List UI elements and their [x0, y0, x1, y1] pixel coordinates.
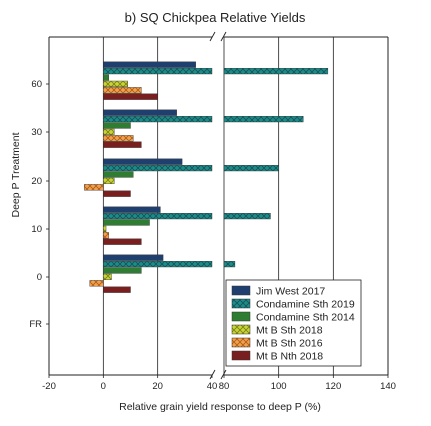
bar	[103, 135, 134, 142]
x-tick-label: 80	[219, 381, 230, 392]
bar	[223, 115, 304, 123]
bar	[103, 164, 213, 172]
bar	[103, 115, 213, 123]
bar	[89, 280, 104, 287]
x-tick-label: 20	[152, 381, 163, 392]
bar	[223, 212, 271, 220]
bar	[103, 122, 131, 129]
bar	[103, 238, 142, 245]
bar	[103, 225, 107, 233]
bar	[103, 273, 112, 281]
chart-title: b) SQ Chickpea Relative Yields	[125, 10, 306, 25]
bar	[103, 254, 164, 261]
bar	[103, 267, 142, 274]
x-tick-label: -20	[42, 381, 56, 392]
legend-label: Mt B Sth 2018	[256, 325, 323, 337]
legend-swatch	[231, 311, 251, 322]
bar	[223, 164, 279, 172]
legend-swatch	[231, 350, 251, 361]
legend-label: Mt B Nth 2018	[256, 351, 323, 363]
axis-break-mark	[220, 31, 227, 42]
bar	[223, 261, 236, 268]
bar	[103, 286, 131, 293]
legend-label: Condamine Sth 2014	[256, 312, 355, 324]
bar	[103, 261, 213, 268]
x-tick-label: 140	[380, 381, 396, 392]
bar	[103, 61, 196, 68]
legend-label: Jim West 2017	[256, 286, 325, 298]
bar	[84, 184, 104, 191]
bar	[103, 232, 109, 239]
bar	[103, 206, 161, 213]
legend-swatch	[231, 285, 251, 296]
axis-break-mark	[209, 31, 216, 42]
legend-swatch	[231, 337, 251, 348]
y-tick-label: 20	[31, 176, 42, 187]
plot-frames	[48, 31, 389, 380]
bar	[103, 141, 142, 148]
axis-break-mark	[220, 369, 227, 380]
bar	[103, 212, 213, 220]
x-tick-label: 0	[101, 381, 106, 392]
bar	[103, 219, 150, 226]
bars	[84, 61, 329, 293]
bar	[103, 128, 115, 136]
bar	[103, 158, 183, 165]
y-axis-label: Deep P Treatment	[10, 132, 22, 217]
legend-swatch	[231, 324, 251, 335]
y-tick-label: 30	[31, 127, 42, 138]
bar	[103, 171, 134, 178]
y-tick-label: 0	[37, 272, 42, 283]
bar	[103, 190, 131, 197]
y-tick-label: FR	[29, 319, 42, 330]
axis-break-mark	[209, 369, 216, 380]
bar	[103, 109, 177, 116]
bar	[103, 74, 109, 81]
y-tick-label: 60	[31, 79, 42, 90]
bar	[103, 80, 128, 88]
bar	[103, 93, 158, 100]
legend-label: Mt B Sth 2016	[256, 338, 323, 350]
x-axis-label: Relative grain yield response to deep P …	[119, 401, 321, 413]
legend-swatch	[231, 298, 251, 309]
bar	[103, 177, 115, 185]
y-tick-label: 10	[31, 224, 42, 235]
bar	[223, 67, 329, 75]
x-tick-label: 100	[271, 381, 287, 392]
bar	[103, 87, 142, 94]
bar	[103, 67, 213, 75]
legend-label: Condamine Sth 2019	[256, 299, 355, 311]
x-tick-label: 120	[325, 381, 341, 392]
x-tick-label: 40	[207, 381, 218, 392]
